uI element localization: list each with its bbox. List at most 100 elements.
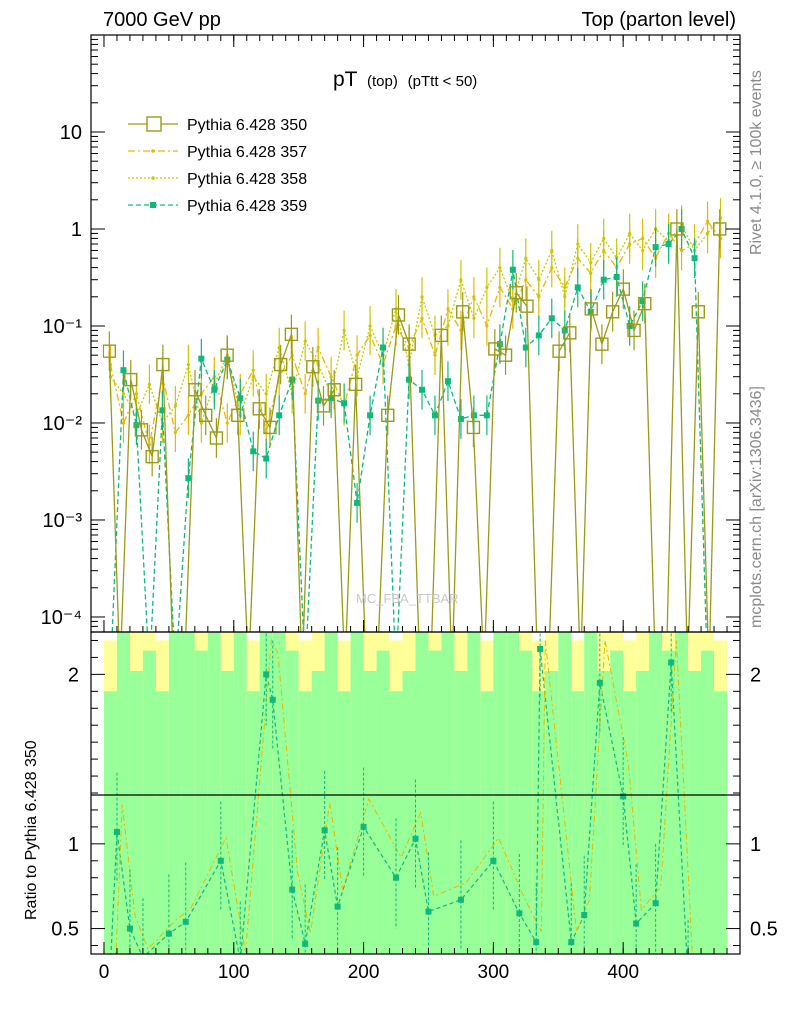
data-point	[550, 248, 554, 253]
ratio-band-green	[298, 691, 312, 954]
data-point	[584, 302, 598, 316]
series-layer	[103, 198, 727, 632]
ratio-band-green	[441, 632, 455, 954]
data-point	[263, 455, 270, 462]
ratio-band-green	[337, 691, 351, 954]
data-point	[705, 231, 710, 236]
data-point	[225, 421, 229, 425]
ratio-band-green	[220, 670, 234, 954]
data-point	[199, 408, 213, 423]
data-point	[284, 327, 299, 342]
ratio-point	[581, 912, 588, 919]
data-point	[380, 344, 387, 351]
data-point	[391, 308, 406, 322]
data-point	[576, 242, 580, 246]
ratio-band-green	[116, 632, 130, 954]
legend-marker	[151, 176, 155, 180]
data-point	[341, 400, 348, 407]
ratio-point	[425, 908, 432, 915]
data-point	[420, 295, 424, 299]
data-point	[199, 421, 203, 425]
data-point	[535, 332, 542, 339]
data-point	[691, 305, 706, 319]
data-point	[483, 412, 490, 419]
ratio-band-green	[168, 632, 182, 954]
data-point	[418, 386, 425, 393]
ratio-band-green	[558, 632, 572, 954]
ratio-band-green	[129, 670, 143, 954]
data-point	[145, 449, 159, 464]
data-point	[277, 345, 281, 350]
data-point	[639, 298, 646, 305]
x-tick-label: 200	[348, 962, 380, 983]
data-point	[134, 392, 139, 396]
ratio-point	[685, 976, 691, 982]
ratio-point	[126, 925, 133, 932]
data-point	[220, 348, 234, 362]
data-point	[121, 421, 126, 425]
ratio-point	[393, 874, 400, 881]
data-point	[605, 305, 620, 319]
data-point	[679, 248, 684, 253]
ratio-band-green	[233, 632, 247, 954]
ratio-band-green	[246, 691, 260, 954]
ratio-point	[533, 939, 540, 946]
ratio-band-green	[350, 632, 364, 954]
data-point	[303, 339, 307, 343]
ratio-point	[516, 910, 523, 917]
y-tick-label: 10⁻³	[43, 510, 83, 532]
data-point	[595, 337, 609, 351]
data-point	[402, 337, 416, 351]
ratio-band-green	[493, 632, 507, 954]
data-point	[147, 382, 152, 386]
data-point	[211, 386, 218, 393]
ratio-point	[217, 857, 224, 864]
ratio-point	[537, 645, 544, 652]
ratio-axis-label: Ratio to Pythia 6.428 350	[23, 740, 40, 920]
data-point	[520, 299, 534, 313]
data-point	[103, 344, 117, 358]
data-point	[446, 324, 450, 328]
ratio-band-green	[636, 670, 650, 954]
ratio-uncertainty-bands	[103, 632, 728, 954]
data-point	[691, 255, 698, 262]
rivet-label: Rivet 4.1.0, ≥ 100k events	[748, 70, 765, 255]
ratio-band-green	[363, 670, 377, 954]
data-point	[327, 383, 341, 397]
data-point	[250, 448, 257, 455]
ratio-band-green	[194, 650, 208, 954]
ratio-point	[490, 857, 497, 864]
data-point	[602, 236, 606, 240]
data-point	[524, 278, 528, 282]
mcplots-label: mcplots.cern.ch [arXiv:1306.3436]	[748, 386, 765, 628]
ratio-band-green	[662, 650, 676, 954]
legend-marker	[151, 149, 155, 153]
legend: Pythia 6.428 350 Pythia 6.428 357 Pythia 6…	[128, 116, 307, 215]
y-tick-label: 10⁻⁴	[41, 607, 82, 629]
data-point	[185, 475, 192, 482]
series-pythia-6.428-350	[103, 209, 727, 632]
x-tick-label: 100	[218, 962, 250, 983]
ratio-point	[633, 920, 640, 927]
ratio-point	[302, 940, 309, 947]
chart-title: pT (top) (pTtt < 50)	[333, 68, 477, 91]
legend-marker	[146, 116, 162, 132]
data-point	[276, 412, 283, 419]
data-point	[589, 261, 593, 265]
data-point	[613, 273, 620, 280]
ratio-tick-label-right: 1	[750, 834, 761, 856]
ratio-band-green	[389, 691, 403, 954]
ratio-band-green	[181, 632, 195, 954]
data-point	[316, 399, 331, 413]
x-tick-label: 400	[607, 962, 639, 983]
data-point	[381, 408, 395, 423]
data-point	[509, 286, 523, 300]
data-point	[355, 375, 359, 379]
ratio-point	[568, 939, 575, 946]
ratio-series-layer	[110, 632, 693, 982]
ratio-band-green	[506, 632, 520, 954]
data-point	[231, 408, 245, 423]
x-tick-label: 300	[478, 962, 510, 983]
data-point	[431, 412, 438, 419]
data-point	[342, 328, 346, 333]
